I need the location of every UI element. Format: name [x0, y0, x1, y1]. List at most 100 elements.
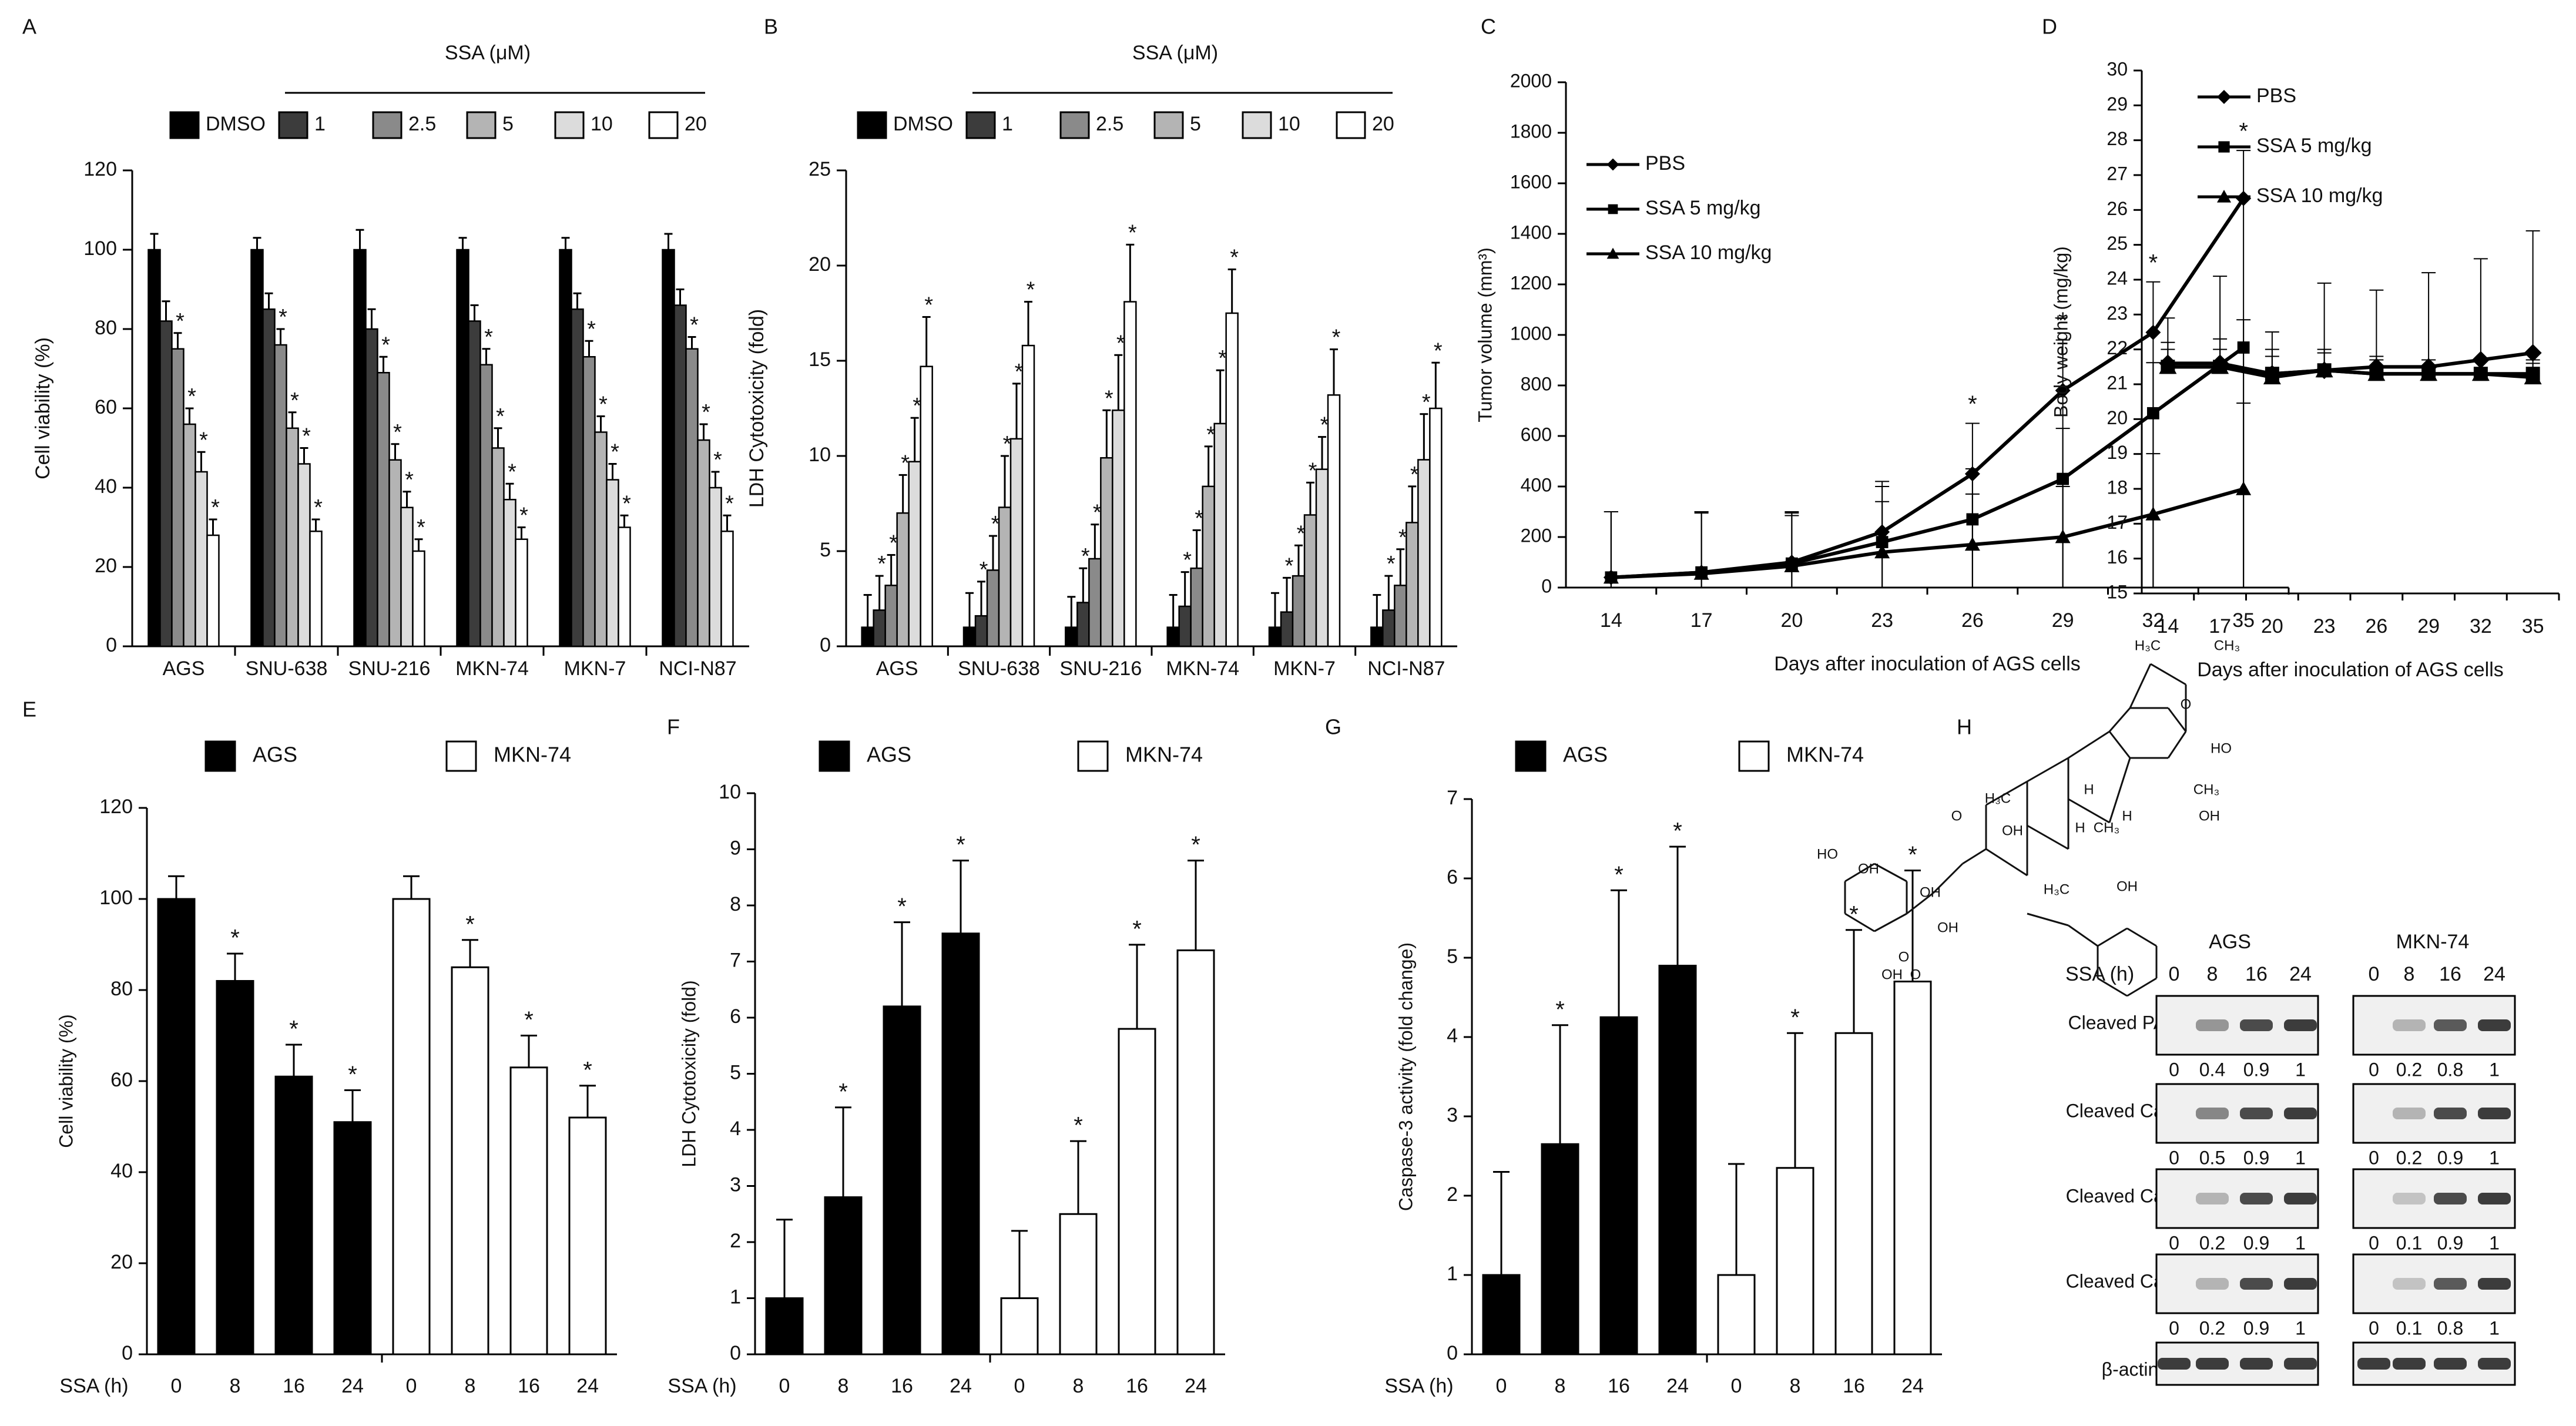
blot-quant-value: 0.4 [2199, 1059, 2225, 1080]
panel-label-C: C [1481, 15, 1496, 39]
data-point [2315, 361, 2333, 378]
bar [309, 531, 323, 647]
blot-quant-value: 0.1 [2396, 1232, 2422, 1253]
y-axis-title: Cell viability (%) [55, 1014, 76, 1148]
x-tick-label: 16 [518, 1375, 540, 1397]
bar [1123, 301, 1137, 647]
x-tick-label: 0 [1496, 1375, 1507, 1397]
y-tick-label: 60 [110, 1069, 133, 1091]
significance-star: * [713, 448, 722, 472]
significance-star: * [1191, 832, 1200, 858]
y-tick-label: 0 [1447, 1342, 1458, 1364]
molecule-bond [2167, 731, 2187, 759]
molecule-bond [2167, 707, 2187, 732]
y-tick-label: 24 [2107, 267, 2128, 288]
y-tick-label: 27 [2107, 163, 2128, 184]
data-point [2471, 365, 2490, 381]
significance-star: * [1422, 390, 1431, 415]
bar [1382, 609, 1396, 647]
molecule-bond [2027, 824, 2069, 850]
molecule-bond [2068, 730, 2110, 759]
blot-quant-value: 0 [2169, 1232, 2179, 1253]
legend-label: MKN-74 [1125, 743, 1203, 767]
significance-star: * [1105, 386, 1113, 411]
significance-star: * [838, 1079, 848, 1105]
y-tick-label: 100 [83, 237, 117, 260]
blot-band [2393, 1193, 2426, 1204]
blot-quant-value: 1 [2489, 1147, 2500, 1168]
significance-star: * [1410, 462, 1419, 487]
blot-lane-time: 8 [2404, 963, 2415, 985]
molecule-atom-label: OH [1858, 861, 1879, 877]
molecule-atom-label: CH₃ [2214, 637, 2240, 653]
blot-quant-value: 0.5 [2199, 1147, 2225, 1168]
legend-label: AGS [867, 743, 911, 767]
x-tick-label: 8 [838, 1375, 849, 1397]
bar [1776, 1167, 1814, 1355]
legend-swatch [1336, 111, 1366, 139]
legend-swatch [648, 111, 679, 139]
bar [1225, 312, 1239, 647]
bar [147, 249, 161, 647]
x-tick-label: 26 [1961, 609, 1984, 632]
bar [709, 486, 722, 647]
molecule-bond [1906, 892, 1934, 915]
legend-swatch [1515, 740, 1547, 772]
y-tick-label: 4 [1447, 1025, 1458, 1047]
legend-swatch [965, 111, 996, 139]
significance-star: * [2149, 250, 2158, 276]
y-tick-label: 800 [1521, 373, 1552, 394]
blot-band [2284, 1278, 2317, 1290]
bar [962, 626, 977, 647]
molecule-atom-label: H₃C [1985, 790, 2011, 806]
panel-D-chart: 15 16 17 18 19 20 21 22 23 24 25 26 27 28 29 30 Body wei… [2050, 58, 2560, 681]
y-tick-label: 7 [730, 949, 741, 971]
blot-quant-value: 0 [2169, 1317, 2179, 1338]
legend-label: SSA 10 mg/kg [1645, 241, 1772, 264]
x-tick-label: 16 [891, 1375, 913, 1397]
bar [1394, 585, 1407, 647]
bar [697, 439, 710, 647]
molecule-atom-label: OH [1920, 884, 1941, 900]
x-category-label: MKN-7 [564, 657, 626, 680]
significance-star: * [176, 309, 185, 334]
y-tick-label: 21 [2107, 372, 2128, 393]
blot-band [2434, 1019, 2467, 1031]
significance-star: * [1398, 525, 1407, 550]
x-category-label: SNU-216 [1059, 657, 1142, 680]
significance-star: * [187, 384, 196, 409]
x-prefix-label: SSA (h) [59, 1375, 128, 1397]
bar [194, 471, 208, 647]
legend-label: SSA 5 mg/kg [1645, 197, 1761, 219]
data-point [1874, 544, 1890, 559]
bar [1292, 575, 1306, 647]
blot-quant-value: 0 [2369, 1232, 2379, 1253]
significance-star: * [1297, 521, 1306, 546]
data-point [1603, 569, 1619, 584]
bar [1118, 1028, 1156, 1355]
x-category-label: SNU-216 [348, 657, 431, 680]
legend-label: 10 [591, 113, 613, 135]
molecule-bond [2068, 924, 2098, 947]
data-point [2524, 344, 2542, 362]
significance-star: * [290, 388, 299, 413]
data-point [2055, 382, 2071, 398]
significance-star: * [1206, 422, 1215, 447]
x-tick-label: 24 [576, 1375, 599, 1397]
bar [509, 1066, 548, 1355]
x-prefix-label: SSA (h) [1384, 1375, 1453, 1397]
bar [571, 308, 584, 647]
blot-quant-value: 0.9 [2243, 1232, 2269, 1253]
bar [873, 609, 886, 647]
panel-F-chart: 0 1 2 3 4 5 6 7 8 9 10 LDH Cytotoxicity (fold) AGS MK… [668, 740, 1225, 1397]
y-tick-label: 26 [2107, 198, 2128, 219]
significance-star: * [690, 313, 699, 338]
bar [353, 249, 367, 647]
significance-star: * [1387, 552, 1396, 576]
x-tick-label: 26 [2365, 615, 2387, 637]
bar [1482, 1274, 1521, 1355]
bar [515, 538, 528, 647]
y-tick-label: 120 [99, 796, 133, 818]
molecule-atom-label: H₃C [2135, 637, 2161, 653]
